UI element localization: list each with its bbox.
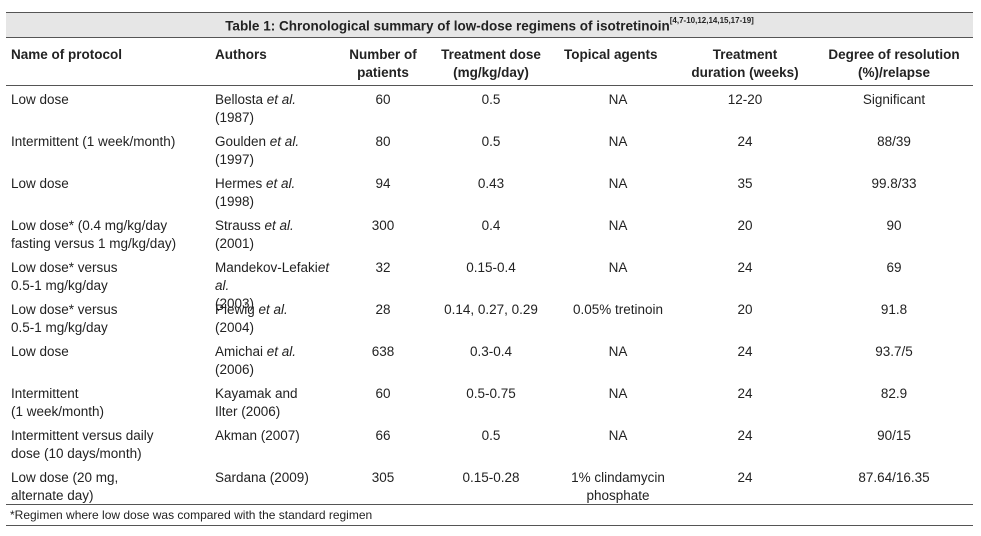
cell-protocol: Low dose — [11, 92, 69, 107]
cell-patients: 300 — [371, 218, 395, 233]
cell-dose: 0.5 — [481, 428, 501, 443]
header-resolution: Degree of resolution (%)/relapse — [828, 47, 960, 80]
cell-duration: 24 — [737, 344, 753, 359]
cell-authors: Sardana (2009) — [215, 470, 309, 485]
cell-patients: 80 — [375, 134, 391, 149]
table-title: Table 1: Chronological summary of low-do… — [225, 16, 754, 34]
header-dose: Treatment dose (mg/kg/day) — [441, 47, 541, 80]
table-row: Low dose* versus 0.5-1 mg/kg/day Plewig et… — [6, 297, 973, 339]
cell-authors: Hermes et al. (1998) — [215, 176, 296, 209]
cell-dose: 0.14, 0.27, 0.29 — [444, 302, 538, 317]
cell-topical: 0.05% tretinoin — [572, 302, 664, 317]
cell-topical: NA — [608, 92, 628, 107]
header-protocol: Name of protocol — [11, 47, 123, 62]
cell-protocol: Intermittent (1 week/month) — [11, 386, 105, 419]
cell-duration: 20 — [737, 302, 753, 317]
cell-patients: 32 — [375, 260, 391, 275]
cell-topical: NA — [608, 134, 628, 149]
cell-topical: NA — [608, 386, 628, 401]
cell-dose: 0.5 — [481, 92, 501, 107]
cell-duration: 35 — [737, 176, 753, 191]
cell-duration: 24 — [737, 470, 753, 485]
cell-authors: Bellosta et al. (1987) — [215, 92, 297, 125]
cell-resolution: 88/39 — [877, 134, 911, 149]
cell-resolution: 91.8 — [880, 302, 908, 317]
cell-resolution: Significant — [862, 92, 926, 107]
cell-authors: Amichai et al. (2006) — [215, 344, 297, 377]
cell-authors: Plewig et al. (2004) — [215, 302, 288, 335]
cell-authors: Akman (2007) — [215, 428, 300, 443]
cell-patients: 94 — [375, 176, 391, 191]
title-references: [4,7-10,12,14,15,17-19] — [669, 16, 754, 25]
cell-topical: NA — [608, 428, 628, 443]
cell-patients: 638 — [371, 344, 395, 359]
cell-patients: 60 — [375, 92, 391, 107]
cell-authors: Strauss et al. (2001) — [215, 218, 294, 251]
cell-resolution: 82.9 — [880, 386, 908, 401]
table-row: Intermittent versus daily dose (10 days/m… — [6, 423, 973, 465]
cell-authors: Mandekov-Lefakiet al. (2003) — [215, 260, 330, 311]
table-row: Intermittent (1 week/month) Goulden et al… — [6, 129, 973, 171]
cell-protocol: Intermittent (1 week/month) — [11, 134, 176, 149]
cell-resolution: 93.7/5 — [875, 344, 913, 359]
cell-dose: 0.15-0.28 — [462, 470, 520, 485]
cell-resolution: 69 — [886, 260, 902, 275]
cell-duration: 24 — [737, 260, 753, 275]
header-patients: Number of patients — [349, 47, 417, 80]
cell-resolution: 87.64/16.35 — [858, 470, 930, 485]
cell-duration: 20 — [737, 218, 753, 233]
cell-topical: NA — [608, 260, 628, 275]
table-row: Intermittent (1 week/month) Kayamak and Ilt… — [6, 381, 973, 423]
table-row: Low dose Bellosta et al. (1987) 60 0.5 NA 12-2… — [6, 87, 973, 129]
cell-dose: 0.5-0.75 — [466, 386, 516, 401]
table-bottom-rule — [6, 504, 973, 505]
cell-topical: NA — [608, 218, 628, 233]
cell-resolution: 99.8/33 — [871, 176, 917, 191]
cell-dose: 0.4 — [481, 218, 501, 233]
footnote-rule — [6, 525, 973, 526]
cell-dose: 0.5 — [481, 134, 501, 149]
table-row: Low dose (20 mg, alternate day) Sardana (2… — [6, 465, 973, 507]
cell-protocol: Low dose* versus 0.5-1 mg/kg/day — [11, 260, 118, 293]
cell-protocol: Low dose — [11, 344, 69, 359]
cell-patients: 305 — [371, 470, 395, 485]
cell-protocol: Low dose* versus 0.5-1 mg/kg/day — [11, 302, 118, 335]
table-row: Low dose* versus 0.5-1 mg/kg/day Mandekov-… — [6, 255, 973, 311]
cell-protocol: Low dose* (0.4 mg/kg/day fasting versus 1… — [11, 218, 177, 251]
cell-topical: NA — [608, 344, 628, 359]
cell-topical: NA — [608, 176, 628, 191]
cell-resolution: 90 — [886, 218, 902, 233]
table-row: Low dose* (0.4 mg/kg/day fasting versus 1… — [6, 213, 973, 255]
cell-authors: Kayamak and Ilter (2006) — [215, 386, 298, 419]
cell-authors: Goulden et al. (1997) — [215, 134, 300, 167]
cell-dose: 0.3-0.4 — [469, 344, 513, 359]
cell-dose: 0.43 — [477, 176, 505, 191]
cell-protocol: Low dose (20 mg, alternate day) — [11, 470, 119, 503]
table-title-bar: Table 1: Chronological summary of low-do… — [6, 12, 973, 38]
cell-protocol: Low dose — [11, 176, 69, 191]
table-footnote: *Regimen where low dose was compared wit… — [10, 508, 373, 522]
header-authors: Authors — [215, 47, 267, 62]
table-row: Low dose Amichai et al. (2006) 638 0.3-0.4 NA… — [6, 339, 973, 381]
cell-duration: 12-20 — [727, 92, 763, 107]
cell-topical: 1% clindamycin phosphate — [571, 470, 665, 503]
cell-resolution: 90/15 — [877, 428, 911, 443]
header-topical: Topical agents — [564, 47, 658, 62]
cell-patients: 66 — [375, 428, 391, 443]
cell-duration: 24 — [737, 386, 753, 401]
cell-patients: 60 — [375, 386, 391, 401]
header-duration: Treatment duration (weeks) — [691, 47, 799, 80]
cell-protocol: Intermittent versus daily dose (10 days/m… — [11, 428, 154, 461]
cell-patients: 28 — [375, 302, 391, 317]
cell-dose: 0.15-0.4 — [466, 260, 516, 275]
table-row: Low dose Hermes et al. (1998) 94 0.43 NA 35 99.… — [6, 171, 973, 213]
cell-duration: 24 — [737, 134, 753, 149]
cell-duration: 24 — [737, 428, 753, 443]
table-header: Name of protocol Authors Number of patien… — [6, 37, 973, 86]
